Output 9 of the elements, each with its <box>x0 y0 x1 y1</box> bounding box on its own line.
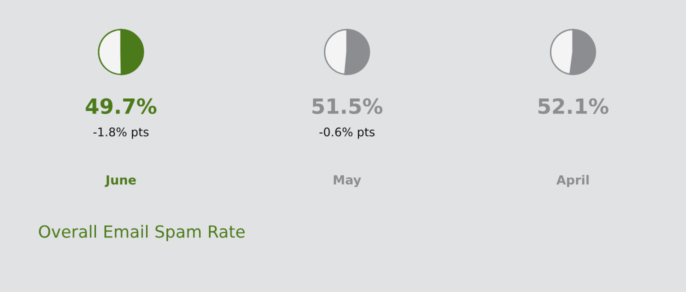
text: June <box>104 175 136 187</box>
text: May <box>334 175 362 188</box>
data-label: 51.5% <box>312 98 382 114</box>
text: Overall Email Spam Rate <box>38 224 245 242</box>
text: -1.8% pts <box>93 127 149 139</box>
data-label: 52.1% <box>538 98 608 114</box>
text: -0.6% pts <box>319 127 375 139</box>
text: April <box>556 174 589 188</box>
data-label: 49.7% <box>86 98 156 114</box>
